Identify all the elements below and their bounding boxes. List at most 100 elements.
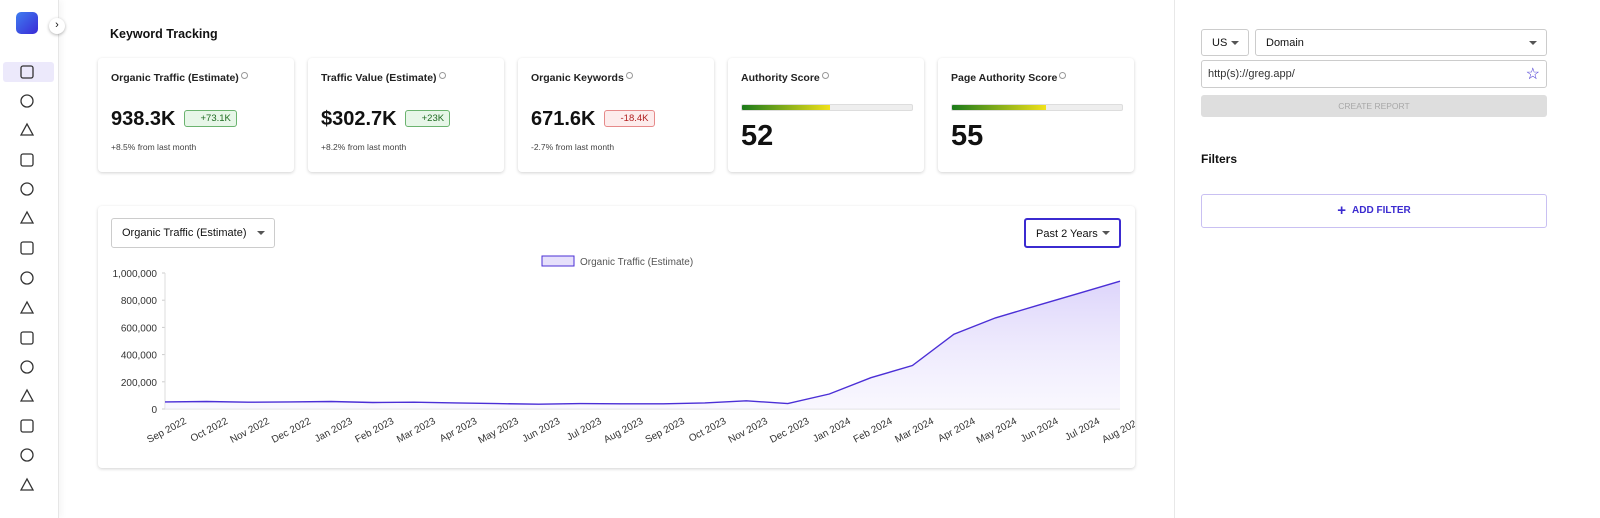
x-tick-label: Jul 2024: [1063, 416, 1102, 444]
card-label: Authority Score: [741, 72, 829, 84]
page-title: Keyword Tracking: [110, 27, 218, 41]
card-value: 671.6K: [531, 108, 596, 130]
score-meter: [741, 104, 913, 111]
icon-shape: [20, 65, 34, 79]
x-tick-label: Sep 2022: [145, 416, 188, 446]
x-tick-label: Dec 2023: [768, 416, 811, 446]
card-label-text: Traffic Value (Estimate): [321, 72, 437, 84]
icon-shape: [19, 477, 35, 491]
x-tick-label: May 2023: [477, 416, 521, 447]
score-meter-fill: [952, 105, 1046, 110]
icon-shape: [19, 210, 35, 224]
card-label-text: Organic Traffic (Estimate): [111, 72, 239, 84]
nav-icon: [19, 210, 35, 224]
icon-shape: [20, 419, 34, 433]
nav-icon: [20, 448, 34, 462]
card-label: Organic Traffic (Estimate): [111, 72, 248, 84]
score-value: 52: [741, 120, 774, 152]
nav-icon: [20, 271, 34, 285]
metric-select[interactable]: Organic Traffic (Estimate): [111, 218, 275, 248]
series-line: [164, 280, 1121, 405]
logo[interactable]: [16, 12, 38, 34]
mode-select[interactable]: Domain: [1255, 29, 1547, 56]
nav-icon: [20, 65, 34, 79]
nav-icon: [19, 122, 35, 136]
area-fill: [165, 281, 1120, 409]
icon-shape: [19, 388, 35, 402]
info-icon: [821, 72, 829, 79]
icon-shape: [20, 271, 34, 285]
card-badge: -18.4K: [603, 110, 655, 127]
chart-card: Organic Traffic (Estimate) Past 2 Years …: [98, 206, 1135, 468]
range-select[interactable]: Past 2 Years: [1024, 218, 1121, 248]
x-tick-label: Feb 2024: [852, 416, 895, 446]
icon-shape: [20, 153, 34, 167]
x-tick-label: Aug 2023: [602, 416, 645, 446]
card-label: Page Authority Score: [951, 72, 1067, 84]
mode-text: Domain: [1266, 37, 1304, 49]
info-icon: [625, 72, 633, 79]
nav-icon: [19, 388, 35, 402]
sidebar-icons: [19, 65, 35, 491]
metric-card: Organic Traffic (Estimate) 938.3K +73.1K +8…: [98, 58, 294, 172]
x-tick-label: Sep 2023: [644, 416, 687, 446]
card-label: Traffic Value (Estimate): [321, 72, 446, 84]
card-value: $302.7K: [321, 108, 397, 130]
y-tick-label: 1,000,000: [113, 269, 158, 280]
score-meter: [951, 104, 1123, 111]
x-tick-label: Feb 2023: [354, 416, 397, 446]
x-tick-label: Nov 2023: [727, 416, 770, 446]
nav-icon: [20, 331, 34, 345]
y-tick-label: 800,000: [121, 296, 158, 307]
nav-icon: [19, 477, 35, 491]
info-icon: [1059, 72, 1067, 79]
y-tick-label: 600,000: [121, 323, 158, 334]
icon-shape: [19, 122, 35, 136]
icon-shape: [20, 331, 34, 345]
x-tick-label: Oct 2022: [189, 416, 230, 445]
score-meter-fill: [742, 105, 831, 110]
side-panel: US Domain http(s)://greg.app/ ☆ CREATE R…: [1174, 0, 1600, 518]
score-card: Authority Score 52: [728, 58, 924, 172]
icon-shape: [20, 448, 34, 462]
nav-icon: [20, 182, 34, 196]
url-input[interactable]: http(s)://greg.app/ ☆: [1201, 60, 1547, 88]
metric-select-text: Organic Traffic (Estimate): [122, 227, 247, 239]
x-tick-label: Apr 2024: [936, 416, 977, 445]
card-label-text: Page Authority Score: [951, 72, 1058, 84]
icon-shape: [20, 94, 34, 108]
card-change: +8.2% from last month: [321, 142, 407, 152]
nav-icon: [19, 300, 35, 314]
icon-shape: [20, 360, 34, 374]
add-filter-text: ADD FILTER: [1352, 205, 1411, 216]
y-tick-label: 400,000: [121, 351, 158, 362]
metric-card: Traffic Value (Estimate) $302.7K +23K +8.2%…: [308, 58, 504, 172]
card-badge: +73.1K: [183, 110, 237, 127]
collapse-toggle[interactable]: ›: [49, 18, 65, 34]
icon-shape: [19, 300, 35, 314]
nav-icon: [20, 419, 34, 433]
card-label-text: Organic Keywords: [531, 72, 624, 84]
x-tick-label: Dec 2022: [270, 416, 313, 446]
x-tick-label: Jan 2024: [811, 416, 853, 445]
legend-swatch: [541, 255, 575, 267]
create-report-button[interactable]: CREATE REPORT: [1201, 95, 1547, 117]
score-card: Page Authority Score 55: [938, 58, 1134, 172]
country-select[interactable]: US: [1201, 29, 1249, 56]
card-change: -2.7% from last month: [531, 142, 615, 152]
star-icon[interactable]: ☆: [1525, 66, 1540, 83]
x-tick-label: Oct 2023: [687, 416, 728, 445]
icon-shape: [20, 241, 34, 255]
nav-icon: [20, 241, 34, 255]
x-tick-label: Mar 2024: [893, 416, 936, 446]
url-text: http(s)://greg.app/: [1208, 68, 1295, 80]
add-filter-button[interactable]: + ADD FILTER: [1201, 194, 1547, 228]
active-item: [3, 62, 54, 82]
metric-card: Organic Keywords 671.6K -18.4K -2.7% from l…: [518, 58, 714, 172]
filters-title: Filters: [1201, 152, 1238, 166]
x-tick-label: Nov 2022: [228, 416, 271, 446]
info-icon: [240, 72, 248, 79]
country-text: US: [1212, 37, 1228, 49]
x-tick-label: Jun 2024: [1019, 416, 1061, 445]
